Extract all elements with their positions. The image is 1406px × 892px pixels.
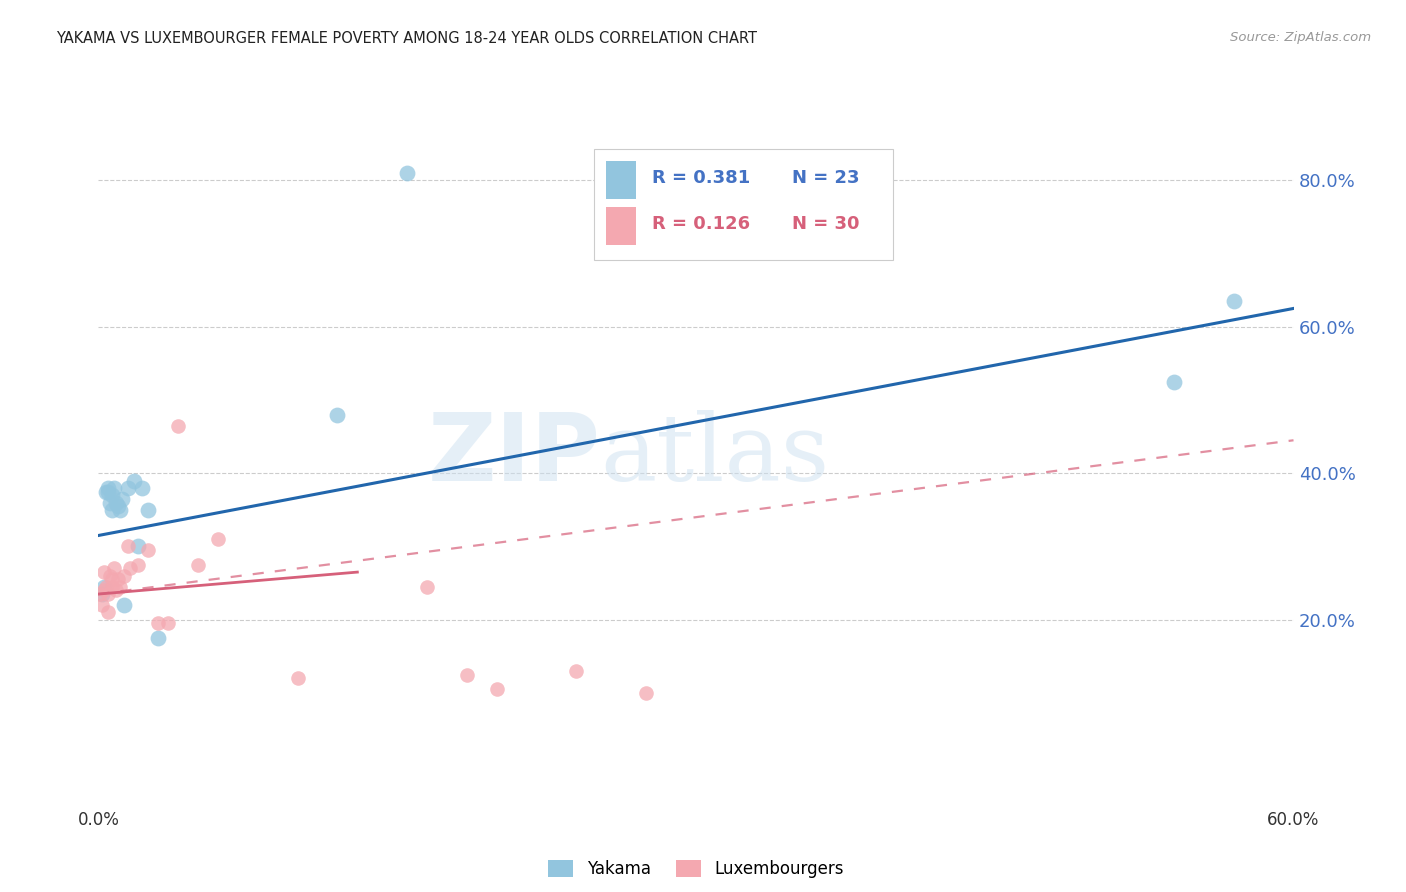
Point bbox=[110, 580, 132, 594]
Point bbox=[96, 580, 118, 594]
Point bbox=[89, 587, 111, 601]
Point bbox=[136, 543, 159, 558]
Point bbox=[91, 587, 114, 601]
Point bbox=[101, 573, 124, 587]
Point bbox=[93, 580, 115, 594]
Point bbox=[103, 561, 125, 575]
Point bbox=[1163, 375, 1185, 389]
Point bbox=[117, 481, 139, 495]
Point bbox=[157, 616, 180, 631]
Point bbox=[100, 495, 122, 509]
Text: atlas: atlas bbox=[600, 410, 830, 500]
Point bbox=[91, 598, 114, 612]
Point bbox=[107, 499, 129, 513]
Point bbox=[107, 573, 129, 587]
Point bbox=[101, 488, 124, 502]
Point bbox=[1222, 294, 1246, 309]
Text: ZIP: ZIP bbox=[427, 409, 600, 501]
Point bbox=[565, 664, 588, 678]
Text: YAKAMA VS LUXEMBOURGER FEMALE POVERTY AMONG 18-24 YEAR OLDS CORRELATION CHART: YAKAMA VS LUXEMBOURGER FEMALE POVERTY AM… bbox=[56, 31, 758, 46]
Point bbox=[326, 408, 349, 422]
Point bbox=[112, 598, 135, 612]
Point bbox=[97, 481, 120, 495]
Point bbox=[105, 495, 128, 509]
FancyBboxPatch shape bbox=[606, 207, 637, 244]
Point bbox=[136, 503, 159, 517]
Point bbox=[97, 606, 120, 620]
Point bbox=[101, 580, 124, 594]
Point bbox=[167, 418, 190, 433]
Point bbox=[636, 686, 658, 700]
Text: Source: ZipAtlas.com: Source: ZipAtlas.com bbox=[1230, 31, 1371, 45]
Point bbox=[485, 682, 508, 697]
Point bbox=[103, 481, 125, 495]
Point bbox=[100, 568, 122, 582]
Text: R = 0.126: R = 0.126 bbox=[652, 215, 749, 233]
Point bbox=[111, 491, 134, 506]
Point bbox=[93, 565, 115, 579]
Point bbox=[124, 474, 146, 488]
Point bbox=[110, 503, 132, 517]
Point bbox=[187, 558, 209, 572]
Legend: Yakama, Luxembourgers: Yakama, Luxembourgers bbox=[541, 854, 851, 885]
Point bbox=[416, 580, 439, 594]
FancyBboxPatch shape bbox=[595, 149, 893, 260]
Point bbox=[127, 540, 149, 554]
Point bbox=[112, 568, 135, 582]
Point bbox=[101, 503, 124, 517]
Point bbox=[148, 616, 170, 631]
Point bbox=[96, 484, 118, 499]
Point bbox=[456, 667, 478, 681]
FancyBboxPatch shape bbox=[606, 161, 637, 199]
Text: N = 30: N = 30 bbox=[792, 215, 859, 233]
Point bbox=[97, 587, 120, 601]
Point bbox=[93, 583, 115, 598]
Point bbox=[105, 583, 128, 598]
Point bbox=[207, 532, 229, 546]
Point bbox=[127, 558, 149, 572]
Text: R = 0.381: R = 0.381 bbox=[652, 169, 749, 187]
Point bbox=[287, 671, 309, 685]
Text: N = 23: N = 23 bbox=[792, 169, 859, 187]
Point bbox=[117, 540, 139, 554]
Point bbox=[97, 484, 120, 499]
Point bbox=[131, 481, 153, 495]
Point bbox=[120, 561, 142, 575]
Point bbox=[148, 631, 170, 645]
Point bbox=[396, 166, 419, 180]
